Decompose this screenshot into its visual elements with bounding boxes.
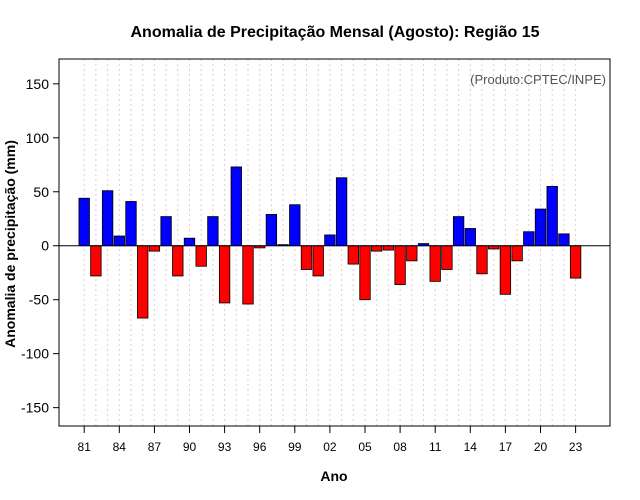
x-tick-label: 87 — [148, 440, 162, 454]
bar-2007 — [382, 245, 395, 251]
bar-1994 — [230, 166, 242, 247]
y-tick-label: 0 — [41, 238, 49, 254]
x-tick-label: 23 — [569, 440, 583, 454]
bar-1986 — [137, 245, 149, 319]
y-tick-label: 50 — [33, 184, 49, 200]
bar-1990 — [183, 237, 196, 247]
y-axis-title: Anomalia de precipitação (mm) — [2, 140, 18, 348]
bar-1982 — [90, 245, 102, 277]
x-axis: 81 84 87 90 93 96 99 02 05 08 11 14 17 20 23 — [78, 426, 583, 454]
bar-2021 — [546, 185, 558, 247]
bar-1995 — [242, 245, 254, 305]
bar-2009 — [406, 245, 418, 262]
x-tick-label: 90 — [183, 440, 197, 454]
bar-2008 — [394, 245, 406, 286]
chart-title: Anomalia de Precipitação Mensal (Agosto)… — [131, 24, 540, 41]
bar-2005 — [359, 245, 371, 301]
x-tick-label: 20 — [534, 440, 548, 454]
bar-2001 — [312, 245, 324, 277]
bar-1984 — [113, 235, 125, 247]
y-tick-label: -150 — [21, 400, 49, 416]
x-tick-label: 14 — [464, 440, 478, 454]
bar-2020 — [534, 208, 547, 247]
bar-2017 — [499, 245, 512, 295]
x-axis-title: Ano — [320, 468, 347, 484]
x-tick-label: 84 — [113, 440, 127, 454]
bar-1999 — [289, 204, 301, 247]
y-tick-label: 150 — [26, 76, 50, 92]
bar-1989 — [172, 245, 184, 277]
credit-label: (Produto:CPTEC/INPE) — [470, 72, 606, 87]
x-tick-label: 11 — [429, 440, 442, 454]
bar-2006 — [371, 245, 383, 252]
x-tick-label: 96 — [253, 440, 267, 454]
bar-2019 — [523, 231, 535, 247]
bar-2014 — [464, 228, 476, 247]
bar-2018 — [511, 245, 523, 262]
bar-2002 — [324, 234, 336, 247]
bar-series — [78, 166, 582, 319]
x-tick-label: 99 — [288, 440, 302, 454]
bar-1992 — [207, 216, 219, 247]
bar-2015 — [476, 245, 488, 275]
bar-1997 — [265, 214, 278, 247]
plot-frame — [58, 58, 611, 427]
bar-1991 — [195, 245, 207, 267]
bar-2013 — [452, 216, 465, 247]
vertical-gridlines — [83, 59, 577, 426]
y-tick-label: 100 — [26, 130, 50, 146]
bar-2022 — [558, 233, 570, 247]
x-tick-label: 81 — [78, 440, 92, 454]
bar-1993 — [218, 245, 231, 304]
bar-2011 — [429, 245, 441, 282]
bar-2000 — [300, 245, 313, 270]
bar-2012 — [441, 245, 453, 270]
bar-1983 — [101, 190, 114, 247]
bar-1981 — [78, 197, 90, 247]
y-tick-label: -50 — [29, 292, 49, 308]
bar-2003 — [335, 177, 348, 247]
y-axis: -150 -100 -50 0 50 100 150 — [21, 76, 59, 416]
x-tick-label: 08 — [393, 440, 407, 454]
bar-1988 — [160, 216, 172, 247]
bar-2004 — [347, 245, 359, 265]
x-tick-label: 17 — [499, 440, 513, 454]
x-tick-label: 93 — [218, 440, 232, 454]
bar-2023 — [569, 245, 582, 279]
x-tick-label: 02 — [323, 440, 337, 454]
bar-1985 — [125, 201, 137, 247]
x-tick-label: 05 — [358, 440, 372, 454]
y-tick-label: -100 — [21, 346, 49, 362]
bar-1987 — [148, 245, 161, 252]
